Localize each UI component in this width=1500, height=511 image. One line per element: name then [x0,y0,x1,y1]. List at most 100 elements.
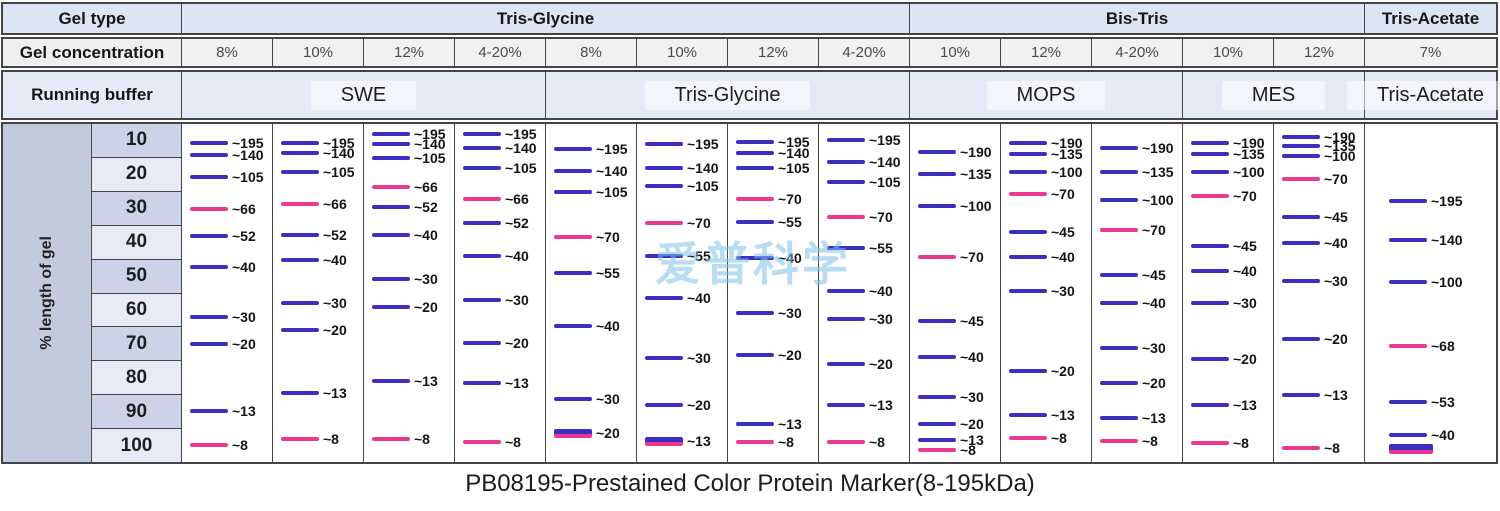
band-label: ~105 [323,164,355,180]
band: ~100 [1009,165,1083,179]
band: ~140 [281,146,355,160]
band: ~40 [1389,428,1455,442]
band-label: ~195 [596,141,628,157]
band: ~30 [281,296,347,310]
band: ~13 [736,417,802,431]
band: ~195 [1389,194,1463,208]
gel-type-label-text: Gel type [58,8,126,28]
band: ~66 [372,180,438,194]
band-line [463,146,501,150]
band-label: ~52 [232,228,256,244]
band-line [1009,436,1047,440]
gel-concentration-cell: 10% [272,39,363,66]
band-line [372,305,410,309]
band-line [1191,269,1229,273]
band: ~20 [1282,332,1348,346]
band-line [736,256,774,260]
band-label: ~70 [960,249,984,265]
band: ~105 [190,170,264,184]
gel-concentration-cell: 12% [727,39,818,66]
band-label: ~40 [1324,235,1348,251]
band-line [1100,301,1138,305]
band-label: ~40 [505,248,529,264]
band: ~8 [918,443,976,457]
band: ~140 [372,137,446,151]
band-label: ~55 [596,265,620,281]
band-label: ~40 [1431,427,1455,443]
band-label: ~45 [1324,209,1348,225]
band: ~66 [190,202,256,216]
band: ~195 [190,136,264,150]
band: ~20 [372,300,438,314]
band-line [645,356,683,360]
band-line [1100,273,1138,277]
band: ~68 [1389,339,1455,353]
band-line [463,381,501,385]
band: ~40 [1191,264,1257,278]
band-label: ~105 [778,160,810,176]
gel-type-header-label: Gel type [3,4,181,33]
running-buffer-name: SWE [310,80,417,110]
band-label: ~100 [1233,164,1265,180]
band: ~55 [554,266,620,280]
band: ~195 [554,142,628,156]
band-line [736,440,774,444]
band-label: ~20 [323,322,347,338]
band-line [827,440,865,444]
band-line [827,362,865,366]
band-label: ~13 [1051,407,1075,423]
band: ~30 [918,390,984,404]
band: ~140 [463,141,537,155]
band-line [827,180,865,184]
band: ~195 [281,136,355,150]
band-label: ~140 [414,136,446,152]
band: ~20 [827,357,893,371]
band-line [1282,135,1320,139]
band: ~52 [281,228,347,242]
band-label: ~45 [1051,224,1075,240]
band-label: ~13 [778,416,802,432]
band-label: ~30 [1233,295,1257,311]
band-line [281,328,319,332]
band-label: ~190 [1051,135,1083,151]
band-line [1389,238,1427,242]
band-line [554,235,592,239]
band: ~30 [1282,274,1348,288]
band: ~55 [827,241,893,255]
band: ~30 [463,293,529,307]
band-label: ~20 [1142,375,1166,391]
band: ~195 [736,135,810,149]
band: ~45 [1282,210,1348,224]
band: ~70 [918,250,984,264]
band-line [645,403,683,407]
band: ~140 [736,146,810,160]
band-label: ~55 [869,240,893,256]
band-label: ~40 [1051,249,1075,265]
band-line [1282,393,1320,397]
band-line [190,234,228,238]
band-line [827,138,865,142]
band-line [1009,255,1047,259]
band-label: ~45 [960,313,984,329]
band-line [372,142,410,146]
band-line [1282,154,1320,158]
running-buffer-row: Running buffer SWE Tris-Glycine MOPS MES Tri… [1,70,1500,120]
band-line [554,169,592,173]
band-label: ~30 [505,292,529,308]
band-label: ~100 [1051,164,1083,180]
band-label: ~140 [778,145,810,161]
band-line [827,215,865,219]
band: ~195 [645,137,719,151]
band-label: ~70 [1142,222,1166,238]
band-line [190,443,228,447]
band: ~30 [1191,296,1257,310]
band-line [645,184,683,188]
band-line [1009,369,1047,373]
band: ~20 [1100,376,1166,390]
band-line [463,440,501,444]
band-line [554,190,592,194]
band-line [190,315,228,319]
band: ~40 [190,260,256,274]
band-label: ~66 [414,179,438,195]
band-line [918,150,956,154]
